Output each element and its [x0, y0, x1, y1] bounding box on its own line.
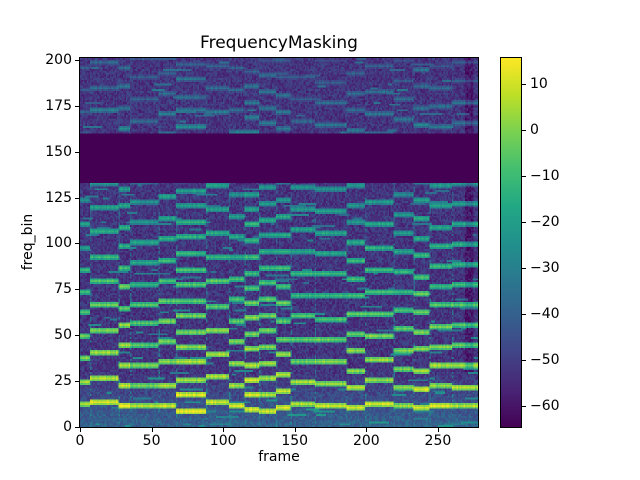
y-tick-mark	[75, 427, 79, 428]
x-tick-mark	[223, 428, 225, 432]
x-tick-label: 0	[75, 433, 85, 449]
colorbar-tick-mark	[522, 359, 526, 361]
spectrogram-heatmap	[80, 58, 478, 427]
x-tick-mark	[437, 428, 439, 432]
y-tick-mark	[75, 59, 79, 61]
x-tick-mark	[366, 428, 368, 432]
y-tick-mark	[75, 289, 79, 291]
y-tick-mark	[75, 335, 79, 337]
colorbar-tick-label: −40	[530, 305, 560, 322]
x-tick-label: 50	[142, 433, 161, 449]
colorbar-tick-label: −50	[530, 351, 560, 368]
x-tick-label: 200	[352, 433, 380, 449]
chart-title: FrequencyMasking	[200, 33, 358, 53]
colorbar-tick-label: −20	[530, 214, 560, 231]
y-tick-label: 75	[54, 281, 72, 298]
y-tick-mark	[75, 243, 79, 245]
x-tick-mark	[294, 428, 296, 432]
y-tick-label: 150	[45, 143, 72, 160]
colorbar-tick-mark	[522, 222, 526, 224]
y-tick-label: 175	[45, 97, 72, 114]
y-tick-label: 25	[54, 373, 72, 390]
y-tick-label: 50	[54, 327, 72, 344]
colorbar-tick-label: 10	[530, 76, 548, 93]
colorbar-tick-label: 0	[530, 122, 539, 139]
plot-area	[79, 57, 479, 428]
x-tick-mark	[151, 428, 153, 432]
y-tick-label: 100	[45, 235, 72, 252]
y-tick-mark	[75, 105, 79, 107]
colorbar-tick-label: −60	[530, 397, 560, 414]
x-tick-label: 100	[209, 433, 237, 449]
colorbar-tick-mark	[522, 313, 526, 315]
y-axis-label: freq_bin	[20, 213, 36, 271]
y-tick-label: 125	[45, 189, 72, 206]
colorbar-tick-mark	[522, 130, 526, 132]
colorbar-tick-mark	[522, 84, 526, 86]
x-tick-label: 150	[281, 433, 309, 449]
x-tick-mark	[80, 428, 81, 432]
colorbar-tick-label: −30	[530, 260, 560, 276]
colorbar-tick-mark	[522, 176, 526, 178]
y-tick-label: 0	[63, 419, 72, 435]
colorbar	[500, 57, 522, 428]
colorbar-tick-mark	[522, 268, 526, 269]
x-tick-label: 250	[424, 433, 452, 449]
colorbar-tick-mark	[522, 405, 526, 407]
y-tick-label: 200	[45, 51, 72, 68]
x-axis-label: frame	[258, 449, 300, 465]
y-tick-mark	[75, 381, 79, 383]
y-tick-mark	[75, 197, 79, 199]
y-tick-mark	[75, 151, 79, 153]
colorbar-tick-label: −10	[530, 168, 560, 185]
